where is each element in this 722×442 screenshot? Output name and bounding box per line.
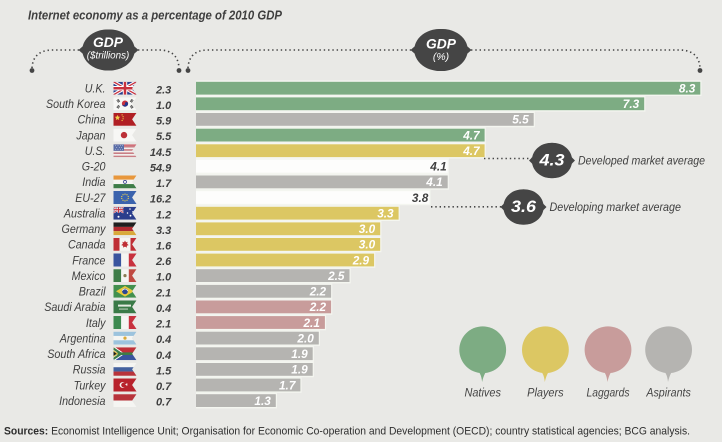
svg-text:1.5: 1.5	[156, 366, 172, 378]
svg-text:1.0: 1.0	[156, 100, 172, 112]
svg-text:Developed market average: Developed market average	[578, 155, 705, 168]
svg-text:3.3: 3.3	[377, 207, 394, 221]
svg-text:2.1: 2.1	[155, 319, 171, 331]
svg-text:India: India	[82, 175, 105, 189]
svg-text:54.9: 54.9	[150, 162, 172, 174]
svg-text:4.7: 4.7	[462, 128, 481, 142]
svg-text:U.K.: U.K.	[85, 82, 106, 96]
svg-text:South Africa: South Africa	[47, 347, 105, 361]
svg-text:(%): (%)	[433, 52, 449, 63]
svg-text:1.6: 1.6	[156, 241, 172, 253]
svg-text:0.7: 0.7	[156, 381, 172, 393]
svg-text:Natives: Natives	[464, 386, 501, 400]
svg-text:G-20: G-20	[82, 160, 106, 174]
svg-text:2.5: 2.5	[327, 269, 345, 283]
svg-text:5.5: 5.5	[512, 113, 529, 127]
svg-text:14.5: 14.5	[150, 147, 172, 159]
svg-text:GDP: GDP	[426, 37, 457, 52]
svg-text:1.0: 1.0	[156, 272, 172, 284]
svg-text:Aspirants: Aspirants	[645, 386, 690, 400]
svg-text:Brazil: Brazil	[79, 285, 107, 299]
svg-text:3.3: 3.3	[156, 225, 171, 237]
svg-text:2.1: 2.1	[155, 287, 171, 299]
svg-text:Internet economy as a percenta: Internet economy as a percentage of 2010…	[28, 7, 282, 22]
svg-text:5.5: 5.5	[156, 131, 172, 143]
svg-text:1.9: 1.9	[291, 347, 308, 361]
svg-text:Australia: Australia	[63, 207, 106, 221]
svg-text:7.3: 7.3	[623, 97, 640, 111]
svg-text:2.2: 2.2	[309, 300, 327, 314]
svg-text:0.4: 0.4	[156, 303, 171, 315]
svg-text:EU-27: EU-27	[75, 191, 106, 205]
svg-text:Canada: Canada	[68, 238, 106, 252]
svg-text:2.6: 2.6	[155, 256, 172, 268]
svg-text:Mexico: Mexico	[72, 269, 106, 283]
svg-text:4.7: 4.7	[462, 144, 481, 158]
svg-text:0.7: 0.7	[156, 397, 172, 409]
svg-text:Sources: Economist Intelligenc: Sources: Economist Intelligence Unit; Or…	[4, 426, 690, 438]
svg-text:Indonesia: Indonesia	[59, 394, 106, 408]
svg-text:0.4: 0.4	[156, 334, 171, 346]
svg-text:3.8: 3.8	[412, 191, 429, 205]
svg-text:2.1: 2.1	[302, 316, 319, 330]
svg-text:Saudi Arabia: Saudi Arabia	[44, 300, 105, 314]
svg-text:Argentina: Argentina	[59, 331, 106, 345]
svg-text:2.3: 2.3	[155, 84, 171, 96]
svg-text:4.1: 4.1	[425, 175, 442, 189]
svg-text:5.9: 5.9	[156, 116, 172, 128]
svg-text:4.3: 4.3	[538, 150, 565, 169]
svg-text:Laggards: Laggards	[587, 386, 630, 400]
svg-text:Japan: Japan	[76, 128, 106, 142]
svg-text:0.4: 0.4	[156, 350, 171, 362]
svg-text:16.2: 16.2	[150, 194, 171, 206]
svg-text:Turkey: Turkey	[74, 378, 107, 392]
svg-text:Players: Players	[527, 386, 564, 400]
svg-text:U.S.: U.S.	[85, 144, 106, 158]
svg-text:France: France	[72, 253, 105, 267]
svg-text:3.0: 3.0	[359, 238, 376, 252]
svg-text:China: China	[78, 113, 106, 127]
svg-text:Germany: Germany	[62, 222, 107, 236]
svg-text:South Korea: South Korea	[46, 97, 106, 111]
svg-text:Italy: Italy	[86, 316, 106, 330]
svg-text:GDP: GDP	[93, 35, 124, 50]
svg-text:1.3: 1.3	[254, 394, 271, 408]
svg-text:1.2: 1.2	[156, 209, 171, 221]
svg-text:4.1: 4.1	[429, 160, 446, 174]
svg-text:($trillions): ($trillions)	[87, 50, 129, 61]
svg-text:2.0: 2.0	[296, 331, 314, 345]
svg-text:Developing market average: Developing market average	[550, 201, 682, 214]
svg-text:Russia: Russia	[73, 363, 106, 377]
svg-text:2.9: 2.9	[352, 253, 370, 267]
svg-text:1.7: 1.7	[279, 378, 297, 392]
svg-text:2.2: 2.2	[309, 285, 327, 299]
svg-text:1.9: 1.9	[291, 363, 308, 377]
svg-text:3.6: 3.6	[511, 197, 537, 216]
svg-text:1.7: 1.7	[156, 178, 172, 190]
svg-text:3.0: 3.0	[359, 222, 376, 236]
svg-text:8.3: 8.3	[679, 82, 696, 96]
